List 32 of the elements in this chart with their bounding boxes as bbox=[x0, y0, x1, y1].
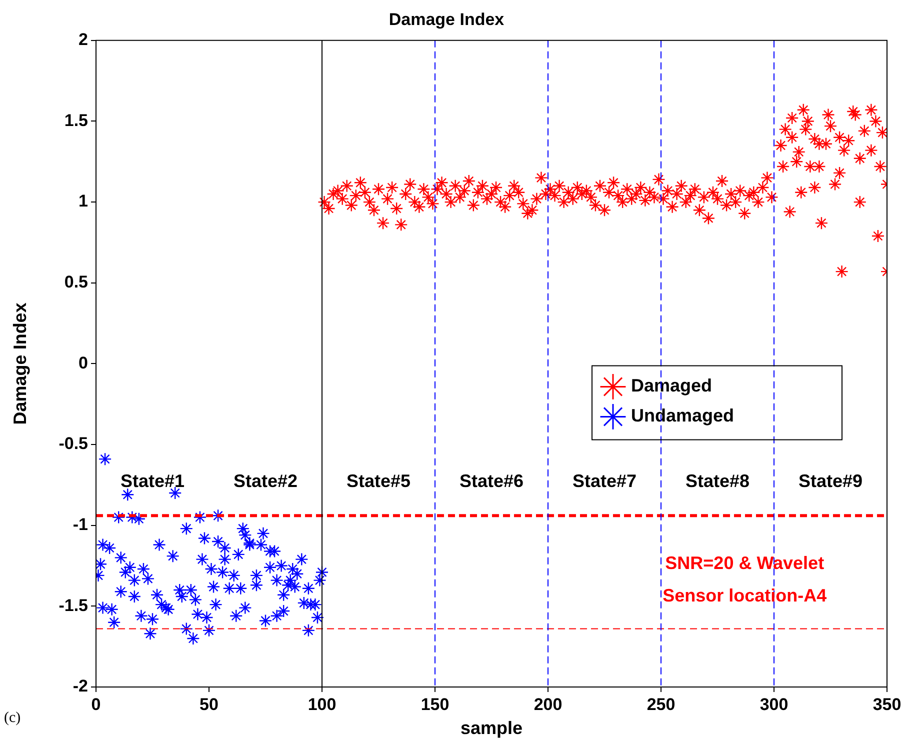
x-tick-label: 200 bbox=[534, 694, 562, 714]
y-axis-title: Damage Index bbox=[10, 302, 30, 425]
legend-label: Undamaged bbox=[631, 406, 734, 426]
annotation: State#2 bbox=[233, 470, 298, 491]
y-tick-label: -1 bbox=[72, 515, 88, 534]
annotation: SNR=20 & Wavelet bbox=[665, 553, 824, 574]
annotation: State#1 bbox=[120, 470, 185, 491]
x-tick-label: 100 bbox=[308, 694, 336, 714]
x-tick-label: 300 bbox=[760, 694, 788, 714]
annotation: State#6 bbox=[459, 470, 524, 491]
y-tick-label: -1.5 bbox=[58, 596, 88, 615]
text: (c) bbox=[4, 710, 21, 726]
x-tick-label: 350 bbox=[872, 694, 902, 714]
annotation: State#9 bbox=[798, 470, 863, 491]
annotation: State#8 bbox=[685, 470, 750, 491]
annotation: State#5 bbox=[346, 470, 411, 491]
chart-title: Damage Index bbox=[388, 10, 505, 29]
legend-label: Damaged bbox=[631, 376, 712, 396]
annotation: State#7 bbox=[572, 470, 637, 491]
y-tick-label: 2 bbox=[78, 30, 88, 50]
y-tick-label: 0.5 bbox=[64, 272, 88, 292]
x-tick-label: 50 bbox=[200, 694, 218, 714]
y-tick-label: 0 bbox=[78, 353, 88, 372]
x-axis-title: sample bbox=[460, 718, 523, 738]
annotation: Sensor location-A4 bbox=[662, 585, 827, 606]
y-tick-label: -2 bbox=[72, 676, 88, 696]
y-tick-label: 1.5 bbox=[64, 110, 88, 130]
y-tick-label: -0.5 bbox=[58, 434, 88, 454]
y-tick-label: 1 bbox=[78, 192, 88, 211]
x-tick-label: 0 bbox=[91, 694, 101, 714]
x-tick-label: 250 bbox=[646, 694, 676, 714]
x-tick-label: 150 bbox=[420, 694, 450, 714]
